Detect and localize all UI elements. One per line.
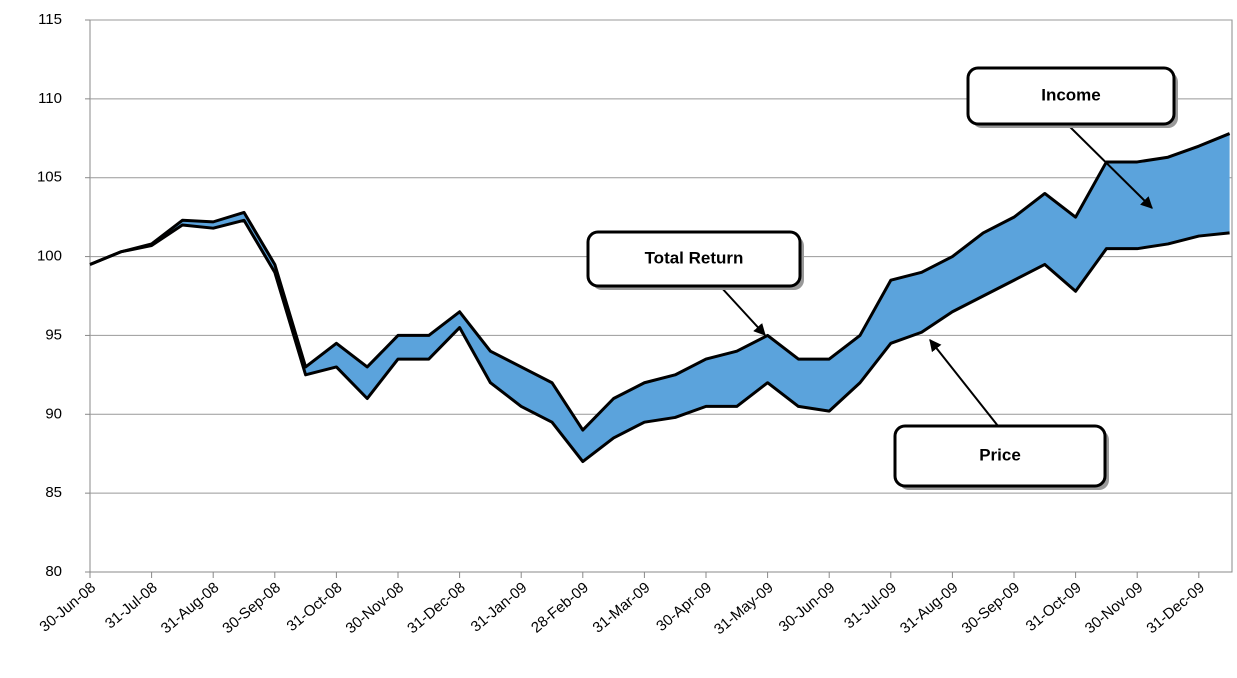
- x-tick-label: 31-Dec-09: [1143, 579, 1208, 637]
- annotation-label: Income: [1041, 85, 1101, 104]
- y-tick-label: 110: [38, 90, 62, 107]
- x-tick-label: 30-Jun-08: [36, 579, 99, 635]
- x-tick-label: 30-Sep-09: [959, 579, 1024, 637]
- x-tick-label: 31-Mar-09: [590, 579, 654, 637]
- y-tick-label: 80: [45, 563, 62, 580]
- x-tick-label: 31-Oct-09: [1023, 579, 1085, 635]
- x-tick-label: 30-Sep-08: [219, 579, 284, 637]
- y-tick-label: 85: [45, 484, 62, 501]
- x-tick-label: 31-Jan-09: [468, 579, 531, 635]
- x-tick-label: 31-Oct-08: [283, 579, 345, 635]
- series-line: [89, 132, 1231, 432]
- y-tick-label: 105: [37, 169, 62, 186]
- y-tick-label: 115: [38, 11, 62, 28]
- income-band: [90, 133, 1230, 462]
- y-tick-label: 100: [37, 248, 62, 265]
- annotation-label: Price: [979, 445, 1021, 464]
- x-tick-label: 31-Jul-08: [102, 579, 161, 632]
- annotation-arrow: [719, 285, 766, 336]
- x-tick-label: 30-Nov-08: [343, 579, 408, 637]
- annotation-label: Total Return: [645, 248, 744, 267]
- x-tick-label: 28-Feb-09: [528, 579, 592, 637]
- x-tick-label: 31-Aug-09: [897, 579, 962, 637]
- annotation-box: [893, 424, 1107, 488]
- x-tick-label: 31-May-09: [711, 579, 777, 638]
- annotation-arrow: [929, 339, 999, 427]
- x-tick-label: 31-Dec-08: [404, 579, 469, 637]
- y-tick-label: 90: [45, 405, 62, 422]
- annotation-arrow: [1064, 121, 1153, 209]
- x-tick-label: 31-Jul-09: [841, 579, 900, 632]
- annotation-box: [586, 230, 802, 288]
- x-tick-label: 31-Aug-08: [158, 579, 223, 637]
- series-line: [89, 218, 1230, 464]
- x-tick-label: 30-Nov-09: [1082, 579, 1147, 637]
- x-tick-label: 30-Apr-09: [653, 579, 715, 635]
- y-tick-label: 95: [45, 326, 62, 343]
- x-tick-label: 30-Jun-09: [776, 579, 839, 635]
- annotation-box: [966, 66, 1176, 126]
